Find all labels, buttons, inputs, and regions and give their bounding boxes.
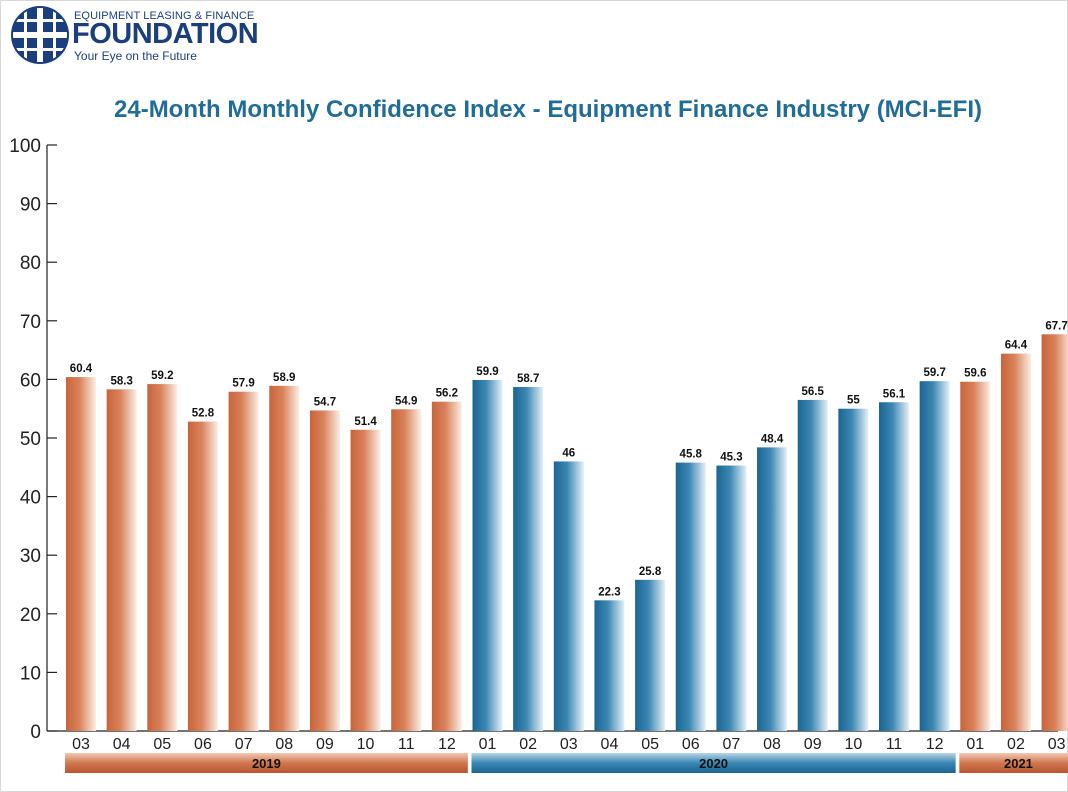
bar — [309, 410, 340, 731]
y-tick-label: 70 — [20, 312, 41, 333]
data-label: 67.7 — [1045, 320, 1067, 332]
x-tick-label: 03 — [560, 736, 578, 753]
year-band — [65, 753, 468, 773]
x-tick-label: 05 — [641, 736, 659, 753]
bar — [431, 401, 462, 731]
data-label: 57.9 — [232, 378, 254, 390]
bar — [187, 421, 218, 731]
y-tick-label: 40 — [20, 488, 41, 509]
data-label: 45.8 — [680, 449, 703, 461]
bar — [594, 600, 625, 731]
data-label: 54.9 — [395, 395, 417, 407]
y-tick-label: 90 — [20, 195, 41, 216]
x-tick-label: 09 — [804, 736, 822, 753]
data-label: 22.3 — [598, 586, 620, 598]
data-label: 45.3 — [720, 452, 742, 464]
x-tick-label: 04 — [601, 736, 619, 753]
x-tick-label: 01 — [966, 736, 984, 753]
data-label: 25.8 — [639, 566, 662, 578]
y-tick-label: 0 — [30, 722, 41, 743]
x-tick-label: 12 — [438, 736, 456, 753]
bar — [635, 579, 666, 731]
logo-name: FOUNDATION — [72, 18, 259, 50]
data-label: 52.8 — [192, 408, 215, 420]
year-band-label: 2021 — [1004, 756, 1033, 771]
data-label: 59.9 — [476, 366, 498, 378]
x-tick-label: 01 — [479, 736, 497, 753]
y-tick-label: 100 — [9, 136, 41, 157]
logo-subtitle: EQUIPMENT LEASING & FINANCE — [74, 10, 255, 22]
data-label: 51.4 — [354, 416, 377, 428]
bar — [1000, 353, 1031, 731]
year-band-label: 2019 — [252, 756, 281, 771]
bar — [879, 402, 909, 731]
bar — [797, 399, 828, 731]
year-band-label: 2020 — [699, 756, 728, 771]
bar — [391, 409, 422, 731]
x-tick-label: 11 — [886, 736, 903, 753]
x-tick-label: 08 — [275, 736, 293, 753]
y-tick-label: 30 — [20, 546, 41, 567]
y-tick-label: 20 — [20, 605, 41, 626]
bar — [106, 389, 137, 731]
data-label: 58.3 — [110, 375, 132, 387]
bar — [675, 462, 706, 731]
x-tick-label: 06 — [682, 736, 700, 753]
bar — [553, 461, 584, 731]
x-tick-label: 03 — [1048, 736, 1066, 753]
x-tick-label: 06 — [194, 736, 212, 753]
year-band — [471, 753, 956, 773]
x-tick-label: 12 — [926, 736, 944, 753]
bar — [66, 377, 96, 731]
x-tick-label: 10 — [844, 736, 862, 753]
year-band — [959, 753, 1068, 773]
y-tick-label: 10 — [20, 663, 41, 684]
bar — [269, 385, 300, 731]
y-tick-label: 50 — [20, 429, 41, 450]
x-tick-label: 05 — [153, 736, 171, 753]
x-tick-label: 11 — [398, 736, 415, 753]
data-label: 54.7 — [314, 396, 336, 408]
data-label: 56.1 — [883, 388, 906, 400]
bar — [919, 381, 950, 731]
x-tick-label: 07 — [235, 736, 253, 753]
data-label: 48.4 — [761, 433, 784, 445]
y-tick-label: 80 — [20, 253, 41, 274]
x-tick-label: 02 — [519, 736, 537, 753]
data-label: 59.2 — [151, 370, 173, 382]
data-label: 59.6 — [964, 368, 986, 380]
bar — [147, 384, 178, 731]
x-tick-label: 03 — [72, 736, 90, 753]
bar — [513, 387, 544, 731]
bar — [472, 379, 503, 731]
chart-title: 24-Month Monthly Confidence Index - Equi… — [114, 96, 982, 123]
data-label: 56.2 — [436, 388, 458, 400]
bar — [350, 429, 381, 731]
data-label: 64.4 — [1005, 340, 1028, 352]
data-label: 58.7 — [517, 373, 539, 385]
logo-tagline: Your Eye on the Future — [74, 49, 197, 63]
data-label: 58.9 — [273, 372, 295, 384]
data-label: 46 — [562, 447, 575, 459]
x-tick-label: 07 — [723, 736, 741, 753]
data-label: 56.5 — [802, 386, 825, 398]
bar — [757, 447, 788, 731]
globe-logo-icon — [11, 6, 69, 64]
x-tick-label: 08 — [763, 736, 781, 753]
bar — [838, 408, 869, 731]
foundation-logo: EQUIPMENT LEASING & FINANCE FOUNDATION Y… — [10, 5, 290, 67]
x-tick-label: 02 — [1007, 736, 1025, 753]
x-tick-label: 10 — [357, 736, 375, 753]
x-tick-label: 04 — [113, 736, 131, 753]
y-tick-label: 60 — [20, 370, 41, 391]
data-label: 60.4 — [70, 363, 93, 375]
bar — [1041, 334, 1068, 731]
bar — [716, 465, 747, 731]
bar — [960, 381, 991, 731]
data-label: 59.7 — [923, 367, 945, 379]
bar — [228, 391, 259, 731]
data-label: 55 — [847, 395, 860, 407]
x-tick-label: 09 — [316, 736, 334, 753]
